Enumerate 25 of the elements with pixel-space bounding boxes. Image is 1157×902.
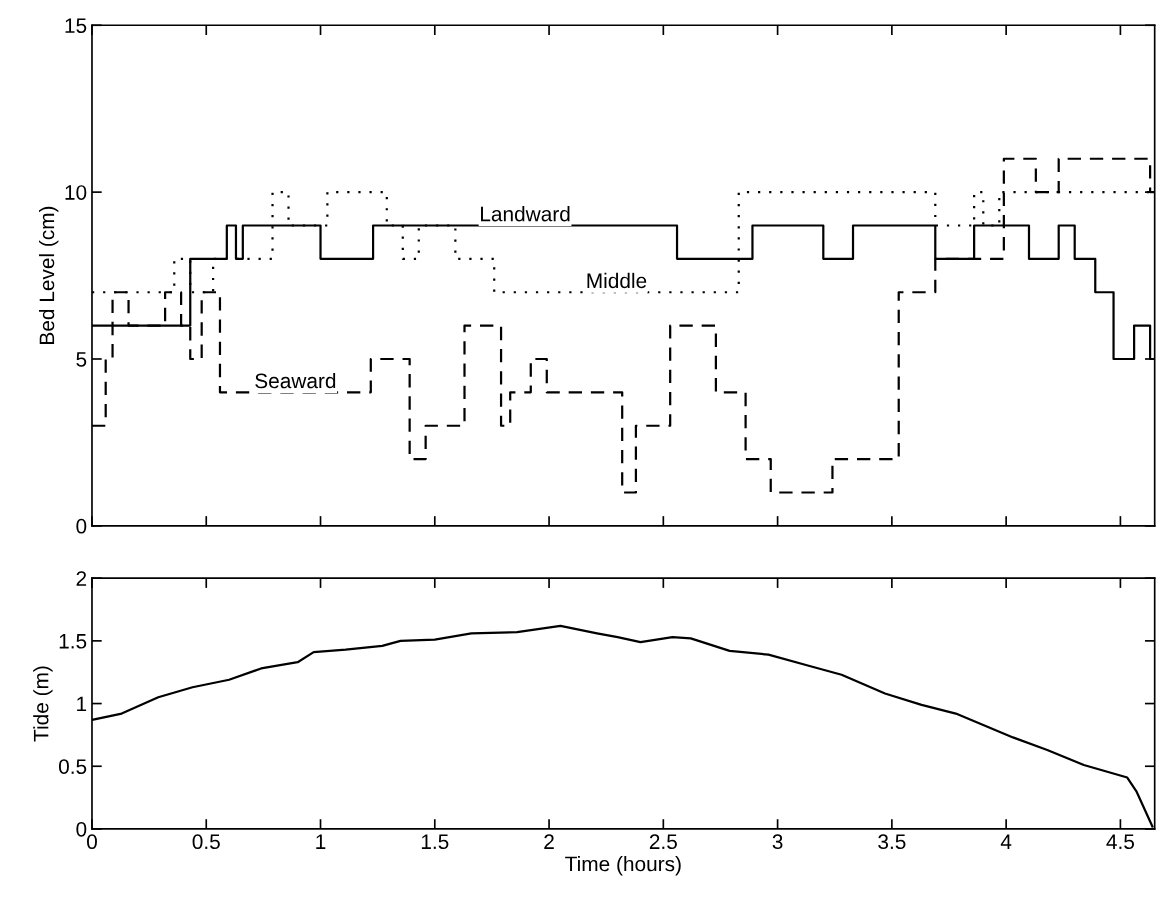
y-tick-label: 1.5 — [59, 634, 87, 649]
x-tick-label: 2 — [544, 834, 554, 849]
x-tick-label: 0 — [87, 834, 97, 850]
series-label: Middle — [587, 272, 647, 289]
x-tick-label: 2.5 — [649, 834, 677, 850]
x-tick-label: 1.5 — [421, 834, 449, 850]
series-label: Landward — [481, 206, 570, 222]
y-tick-label: 10 — [65, 185, 87, 200]
y-tick-label: 1 — [77, 696, 87, 712]
series-label: Seaward — [255, 372, 336, 389]
x-tick-label: 3.5 — [878, 834, 906, 850]
y-tick-label: 0 — [76, 821, 87, 837]
y-tick-label: 0.5 — [58, 759, 87, 774]
x-axis-title: Time (hours) — [565, 856, 681, 876]
y-axis-title: Bed Level (cm) — [38, 206, 59, 344]
x-tick-label: 4.5 — [1106, 834, 1135, 850]
x-tick-label: 0.5 — [192, 834, 220, 850]
y-tick-label: 2 — [76, 571, 87, 586]
y-tick-label: 5 — [76, 352, 87, 367]
y-tick-label: 0 — [76, 518, 87, 534]
x-tick-label: 1 — [316, 834, 326, 849]
x-tick-label: 3 — [772, 834, 783, 850]
y-tick-label: 15 — [65, 18, 87, 34]
x-tick-label: 4 — [1000, 834, 1012, 849]
y-axis-title: Tide (m) — [33, 666, 53, 742]
